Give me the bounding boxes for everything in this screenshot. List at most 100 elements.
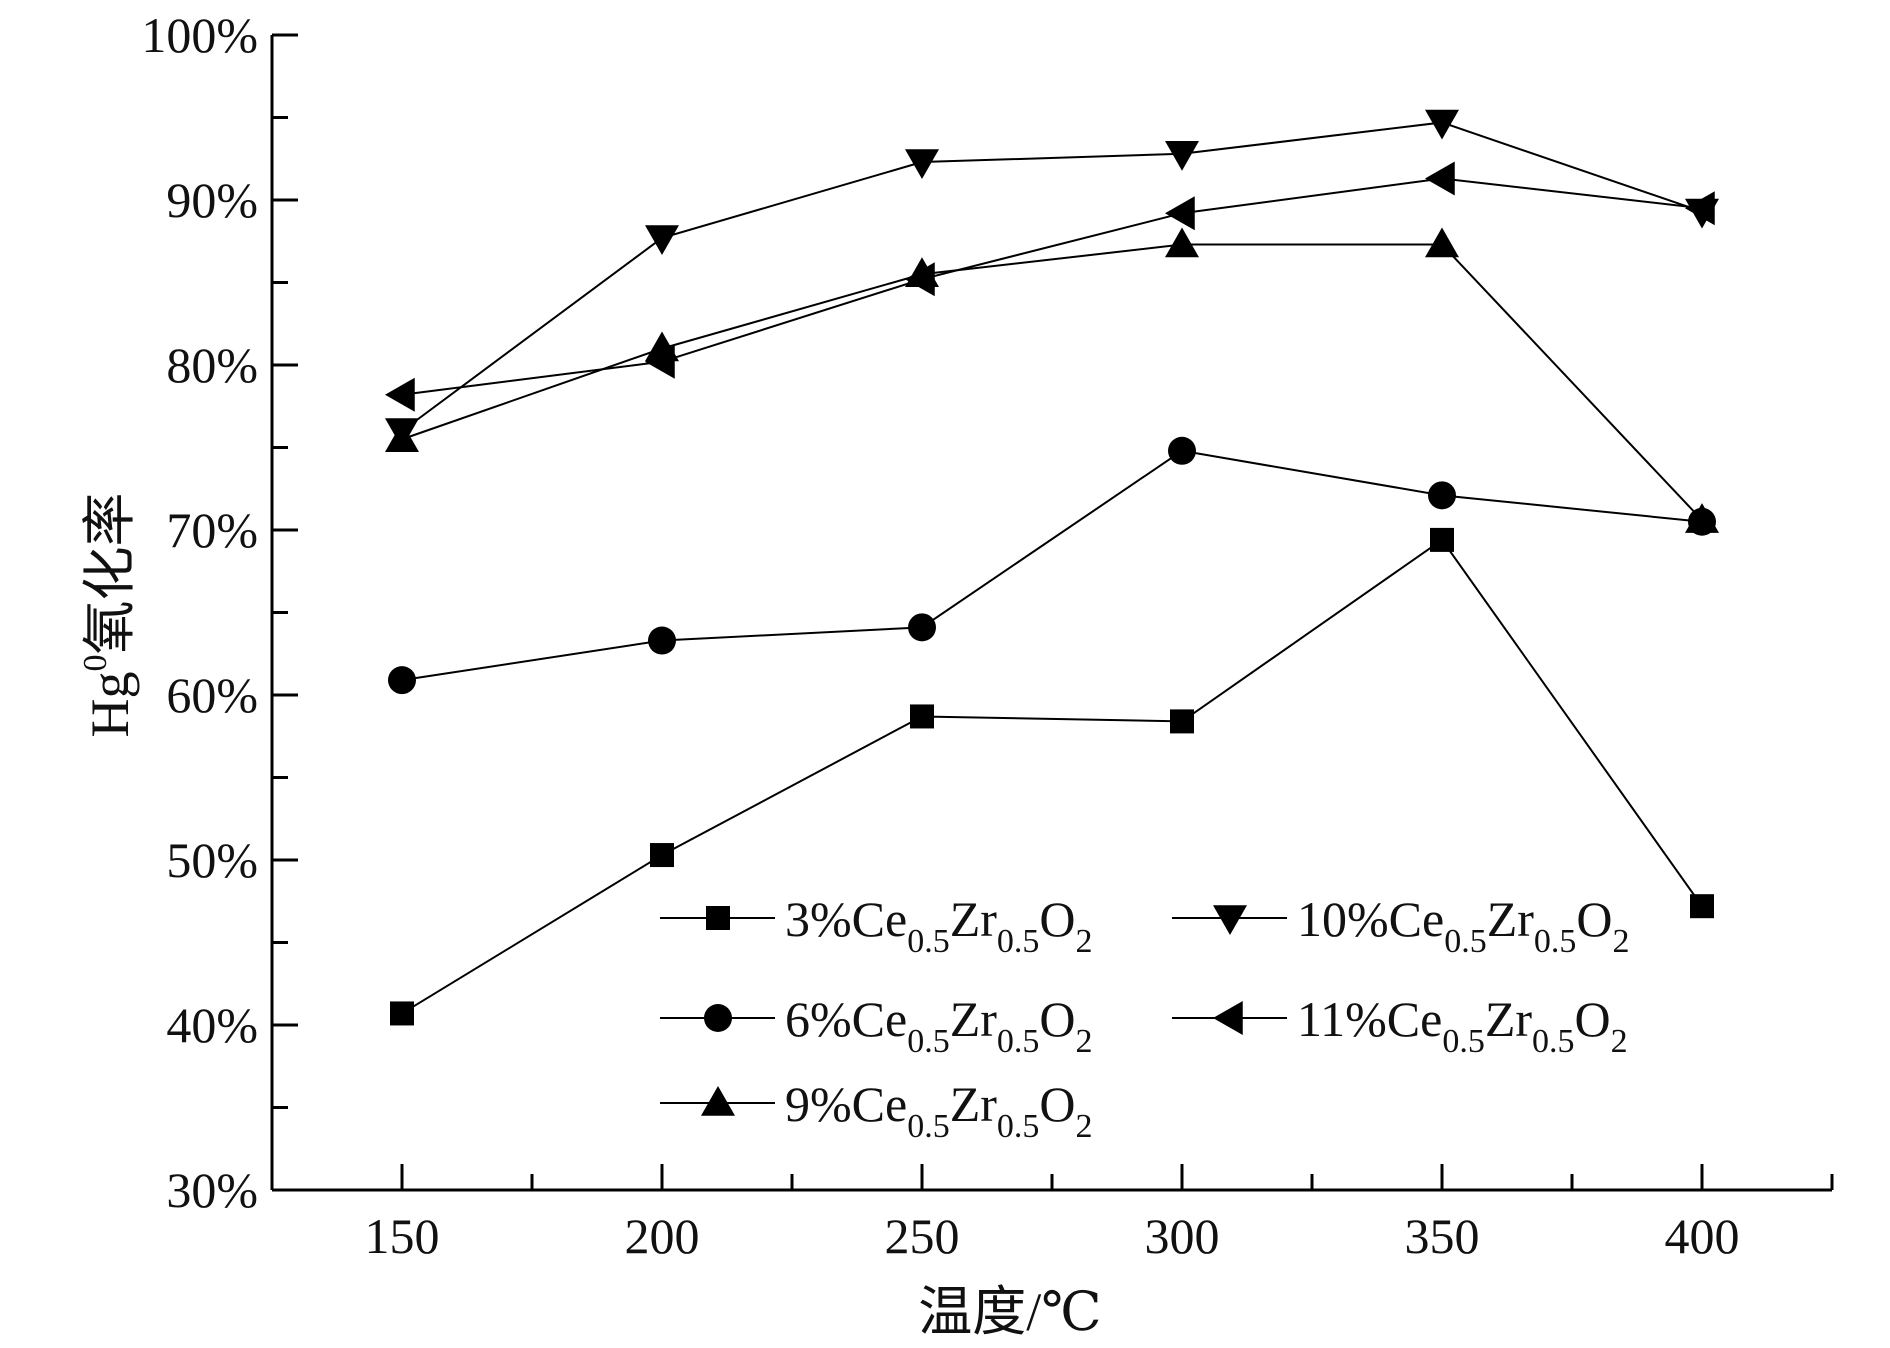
- legend-label-part: 2: [1613, 923, 1630, 960]
- data-point: [1165, 196, 1195, 231]
- x-tick-label: 400: [1665, 1208, 1740, 1264]
- legend-label: 9%Ce0.5Zr0.5O2: [785, 1076, 1093, 1145]
- legend-label-part: 11%Ce: [1297, 991, 1442, 1047]
- data-point: [390, 1001, 414, 1026]
- legend-label-part: 10%Ce: [1297, 891, 1444, 947]
- data-point: [645, 225, 679, 255]
- data-point: [385, 377, 415, 412]
- legend-marker: [704, 1004, 732, 1032]
- y-axis-title: Hg0氧化率: [77, 493, 140, 738]
- data-point: [1425, 161, 1455, 196]
- legend-label-part: Zr: [950, 1076, 998, 1132]
- legend-label-part: 0.5: [997, 1108, 1040, 1145]
- data-point: [1685, 191, 1715, 226]
- axes: 30% 40% 50% 60% 70% 80% 90% 100% 150 200 250 300 350…: [141, 7, 1834, 1264]
- legend-label-part: 9%Ce: [785, 1076, 907, 1132]
- legend-label: 11%Ce0.5Zr0.5O2: [1297, 991, 1628, 1060]
- legend-label-part: Zr: [950, 891, 998, 947]
- legend: 3%Ce0.5Zr0.5O26%Ce0.5Zr0.5O29%Ce0.5Zr0.5…: [660, 891, 1630, 1145]
- data-point: [1425, 109, 1459, 140]
- data-point: [1170, 709, 1194, 734]
- data-point: [905, 262, 935, 297]
- x-tick-label: 250: [885, 1208, 960, 1264]
- y-axis-title-base: Hg: [80, 672, 140, 738]
- legend-label: 10%Ce0.5Zr0.5O2: [1297, 891, 1630, 960]
- x-axis-title: 温度/℃: [918, 1282, 1101, 1342]
- x-tick-label: 350: [1405, 1208, 1480, 1264]
- data-point: [910, 704, 934, 729]
- data-point: [905, 149, 939, 180]
- legend-label-part: 0.5: [907, 923, 950, 960]
- legend-item: 3%Ce0.5Zr0.5O2: [660, 891, 1093, 960]
- data-point: [650, 843, 674, 868]
- legend-label-part: 3%Ce: [785, 891, 907, 947]
- legend-label-part: O: [1575, 991, 1611, 1047]
- legend-label-part: O: [1039, 991, 1075, 1047]
- y-tick-label: 30%: [166, 1162, 258, 1218]
- legend-marker: [701, 1086, 735, 1116]
- legend-label-part: 2: [1076, 923, 1093, 960]
- legend-item: 9%Ce0.5Zr0.5O2: [660, 1076, 1093, 1145]
- data-point: [1430, 527, 1454, 552]
- legend-label-part: O: [1039, 1076, 1075, 1132]
- legend-label-part: 0.5: [907, 1023, 950, 1060]
- legend-label-part: 2: [1076, 1023, 1093, 1060]
- data-point: [1685, 503, 1719, 533]
- data-point: [1165, 227, 1199, 258]
- series-line: [401, 243, 1703, 521]
- data-point: [1428, 481, 1456, 510]
- series-1: [390, 527, 1714, 1026]
- y-tick-label: 50%: [166, 832, 258, 888]
- legend-label-part: 0.5: [1442, 1023, 1485, 1060]
- series-line: [401, 449, 1703, 682]
- legend-label-part: 0.5: [1444, 923, 1487, 960]
- data-point: [385, 418, 419, 448]
- legend-label-part: 0.5: [997, 1023, 1040, 1060]
- legend-label-part: 2: [1611, 1023, 1628, 1060]
- series-line: [401, 121, 1703, 432]
- y-axis-title-rest: 氧化率: [80, 493, 140, 655]
- data-point: [908, 613, 936, 642]
- legend-label: 3%Ce0.5Zr0.5O2: [785, 891, 1093, 960]
- legend-label-part: 0.5: [1534, 923, 1577, 960]
- data-point: [388, 666, 416, 695]
- series-2: [388, 436, 1716, 695]
- legend-label-part: 6%Ce: [785, 991, 907, 1047]
- data-point: [645, 344, 675, 379]
- series-5: [385, 161, 1715, 412]
- y-axis-title-superscript: 0: [77, 655, 114, 672]
- legend-label-part: 0.5: [997, 923, 1040, 960]
- data-point: [648, 626, 676, 655]
- y-tick-label: 90%: [166, 172, 258, 228]
- y-tick-label: 100%: [141, 7, 258, 63]
- legend-item: 10%Ce0.5Zr0.5O2: [1172, 891, 1630, 960]
- data-point: [1690, 894, 1714, 919]
- series-4: [385, 109, 1719, 448]
- x-tick-label: 300: [1145, 1208, 1220, 1264]
- legend-label-part: Zr: [1485, 991, 1533, 1047]
- series-line: [401, 538, 1703, 1015]
- data-point: [1425, 227, 1459, 258]
- series-3: [385, 227, 1719, 533]
- y-tick-label: 60%: [166, 667, 258, 723]
- legend-item: 11%Ce0.5Zr0.5O2: [1172, 991, 1628, 1060]
- data-point: [1165, 141, 1199, 171]
- series-line: [401, 177, 1703, 396]
- legend-label: 6%Ce0.5Zr0.5O2: [785, 991, 1093, 1060]
- legend-item: 6%Ce0.5Zr0.5O2: [660, 991, 1093, 1060]
- legend-marker: [706, 906, 730, 930]
- y-tick-label: 70%: [166, 502, 258, 558]
- data-point: [1168, 436, 1196, 465]
- y-tick-label: 80%: [166, 337, 258, 393]
- legend-label-part: O: [1039, 891, 1075, 947]
- legend-label-part: 0.5: [907, 1108, 950, 1145]
- y-tick-label: 40%: [166, 997, 258, 1053]
- legend-label-part: Zr: [950, 991, 998, 1047]
- legend-marker: [1213, 905, 1247, 935]
- legend-label-part: 0.5: [1532, 1023, 1575, 1060]
- legend-label-part: Zr: [1487, 891, 1535, 947]
- legend-label-part: O: [1576, 891, 1612, 947]
- legend-marker: [1213, 1001, 1243, 1035]
- series-layer: [385, 109, 1719, 1026]
